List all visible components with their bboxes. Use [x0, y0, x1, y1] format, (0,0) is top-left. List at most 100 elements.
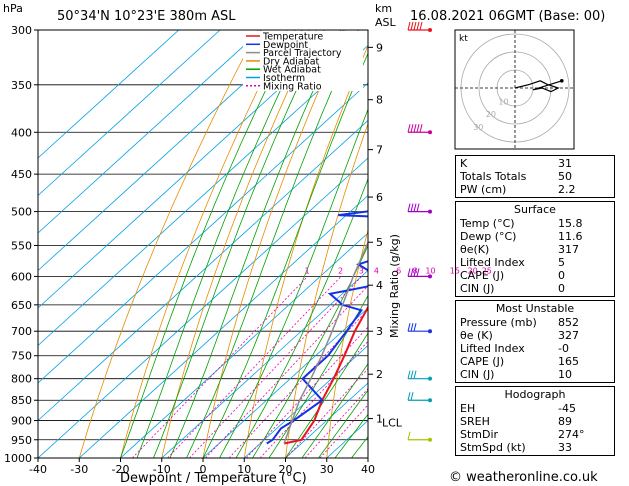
height-unit-km: km [375, 2, 392, 15]
legend-label: Parcel Trajectory [263, 48, 342, 59]
mixing-ratio-label: 20 [468, 266, 478, 275]
hodograph-unit: kt [459, 34, 468, 44]
temperature-tick-label: 20 [279, 463, 293, 476]
wet-adiabat-line [202, 52, 368, 458]
dry-adiabat-line [285, 122, 368, 458]
isotherm-line [38, 30, 303, 272]
pressure-tick-label: 750 [11, 350, 32, 363]
plot-frame [37, 29, 369, 459]
temperature-tick-label: -40 [29, 463, 47, 476]
pressure-tick-label: 400 [11, 126, 32, 139]
wind-barb-feather [410, 203, 414, 212]
pressure-unit: hPa [3, 2, 23, 15]
isotherm-line [38, 30, 180, 159]
height-tick-label: 6 [376, 191, 383, 204]
pressure-tick-label: 450 [11, 168, 32, 181]
wind-barb-feather [407, 392, 411, 401]
mixing-ratio-line [205, 285, 368, 458]
height-tick-label: 4 [376, 279, 383, 292]
hodograph-params-box: Hodograph EH -45 SREH 89 StmDir 274° StmSpd… [455, 386, 615, 456]
datetime-title: 16.08.2021 06GMT (Base: 00) [410, 9, 605, 24]
wind-barb-feather [410, 268, 414, 277]
index-row-totals: Totals Totals 50 [460, 170, 572, 183]
surface-row: θe(K) 317 [460, 243, 579, 256]
pressure-tick-label: 700 [11, 325, 32, 338]
pressure-tick-label: 1000 [4, 452, 32, 465]
wet-adiabat-line [120, 30, 296, 458]
hodograph-params-row: StmSpd (kt) 33 [460, 441, 572, 454]
wind-barb-feather [407, 268, 411, 277]
copyright: © weatheronline.co.uk [449, 470, 598, 485]
isotherm-line [243, 344, 368, 458]
height-tick-label: 2 [376, 368, 383, 381]
location-title: 50°34'N 10°23'E 380m ASL [57, 9, 236, 24]
wet-adiabat-line [169, 30, 342, 458]
hodograph-params-row: EH -45 [460, 402, 576, 415]
height-tick-label: 3 [376, 325, 383, 338]
x-axis-label: Dewpoint / Temperature (°C) [120, 471, 307, 486]
wind-barb-dot [428, 130, 432, 135]
sounding-lines [266, 210, 368, 445]
mixing-ratio-label: 1 [305, 266, 310, 275]
wind-barb-feather [413, 124, 417, 133]
pressure-tick-label: 950 [11, 434, 32, 447]
height-tick-label: 8 [376, 94, 383, 107]
surface-row: Dewp (°C) 11.6 [460, 230, 583, 243]
wind-barb-feather [410, 124, 414, 133]
isotherm-line [38, 30, 221, 197]
mixing-ratio-line [304, 388, 368, 458]
hodograph-params-title: Hodograph [504, 388, 566, 401]
wind-barb-dot [428, 398, 432, 403]
wind-barb-feather [416, 124, 420, 133]
height-tick-label: 7 [376, 144, 383, 157]
isotherm-line [38, 30, 262, 234]
wet-adiabat-line [235, 177, 368, 458]
pressure-tick-label: 800 [11, 373, 32, 386]
series-parcel-trajectory [283, 240, 368, 444]
isotherm-line [285, 382, 368, 458]
most-unstable-row: Lifted Index -0 [460, 342, 569, 355]
wet-adiabat-line [136, 30, 310, 458]
wind-barb-feather [419, 21, 423, 31]
axes: 1234681015202530035040045050055060065070… [4, 24, 492, 476]
hodograph-ring-label: 10 [498, 98, 508, 107]
wind-barb-feather [413, 21, 417, 31]
isotherm-line [161, 269, 368, 458]
wind-barb-feather [407, 203, 411, 212]
mixing-ratio-line [285, 367, 368, 458]
info-panel: K 31 Totals Totals 50 PW (cm) 2.2 Surface T… [455, 155, 615, 459]
height-unit-asl: ASL [375, 16, 397, 29]
wind-barb-feather [416, 21, 420, 31]
legend-label: Wet Adiabat [263, 65, 321, 76]
index-row-pw: PW (cm) 2.2 [460, 183, 576, 196]
hodograph-ring-label: 30 [473, 123, 483, 132]
dry-adiabat-line [243, 44, 368, 458]
wind-barb-feather [413, 370, 417, 379]
wind-barb-dot [428, 28, 432, 32]
mixing-ratio-axis-label: Mixing Ratio (g/kg) [388, 234, 401, 338]
legend-label: Temperature [262, 32, 323, 43]
wind-barb-dot [428, 329, 432, 334]
hodograph-params-row: StmDir 274° [460, 428, 585, 441]
index-row-k: K 31 [460, 157, 572, 170]
legend-label: Dry Adiabat [263, 56, 320, 67]
wind-barb-feather [410, 21, 414, 31]
legend-label: Dewpoint [263, 40, 308, 51]
most-unstable-title: Most Unstable [495, 302, 575, 315]
wet-adiabat-line [301, 363, 368, 458]
isotherm-line [38, 44, 368, 347]
wet-adiabat-line [318, 389, 368, 458]
background-lines [38, 30, 368, 458]
wind-barb-feather [413, 323, 417, 332]
surface-row: Lifted Index 5 [460, 256, 565, 269]
most-unstable-row: Pressure (mb) 852 [460, 316, 579, 329]
dry-adiabat-line [202, 30, 346, 458]
wind-barb-feather [410, 392, 414, 401]
mixing-ratio-line [132, 276, 308, 458]
surface-title: Surface [514, 203, 556, 216]
wind-barb-feather [419, 124, 423, 133]
height-tick-label: 1 [376, 413, 383, 426]
wind-barb-feather [410, 370, 414, 379]
